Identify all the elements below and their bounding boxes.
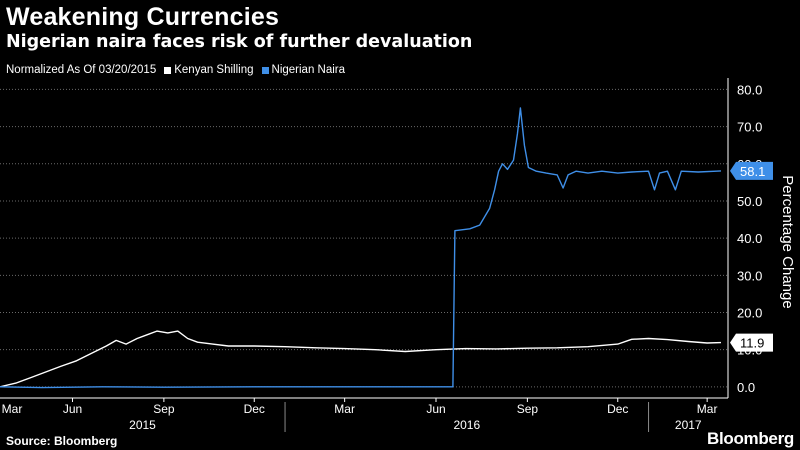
series-line-nigerian-naira bbox=[0, 107, 722, 389]
last-value-box bbox=[730, 333, 773, 352]
y-tick-label: 40.0 bbox=[737, 231, 762, 246]
year-label: 2015 bbox=[129, 418, 156, 432]
x-tick-label: Dec bbox=[607, 402, 628, 416]
x-tick-label: Mar bbox=[2, 402, 23, 416]
y-tick-label: 50.0 bbox=[737, 194, 762, 209]
y-tick-label: 70.0 bbox=[737, 120, 762, 135]
y-tick-label: 20.0 bbox=[737, 305, 762, 320]
y-axis-title: Percentage Change bbox=[779, 175, 796, 308]
x-tick-label: Mar bbox=[697, 402, 718, 416]
legend-label-nigerian-naira: Nigerian Naira bbox=[271, 64, 346, 76]
x-tick-label: Sep bbox=[153, 402, 175, 416]
x-tick-label: Mar bbox=[334, 402, 355, 416]
x-tick-label: Jun bbox=[426, 402, 445, 416]
series-line-kenyan-shilling bbox=[0, 330, 722, 388]
chart-subtitle: Nigerian naira faces risk of further dev… bbox=[6, 32, 473, 52]
x-tick-label: Sep bbox=[517, 402, 539, 416]
legend-label-kenyan-shilling: Kenyan Shilling bbox=[174, 64, 254, 76]
year-label: 2017 bbox=[675, 418, 702, 432]
last-value-label: 11.9 bbox=[730, 333, 773, 352]
bloomberg-logo: Bloomberg bbox=[706, 429, 794, 448]
y-tick-label: 0.0 bbox=[737, 380, 755, 395]
source-note: Source: Bloomberg bbox=[6, 434, 118, 448]
last-value-text: 58.1 bbox=[740, 164, 765, 179]
normalization-note: Normalized As Of 03/20/2015 bbox=[6, 64, 157, 76]
y-tick-label: 30.0 bbox=[737, 268, 762, 283]
legend: Normalized As Of 03/20/2015 Kenyan Shill… bbox=[6, 64, 345, 76]
last-value-box bbox=[730, 161, 773, 180]
last-value-label: 58.1 bbox=[730, 161, 773, 180]
y-tick-label: 80.0 bbox=[737, 82, 762, 97]
chart-title: Weakening Currencies bbox=[6, 3, 280, 31]
x-tick-label: Dec bbox=[244, 402, 265, 416]
year-label: 2016 bbox=[453, 418, 480, 432]
legend-swatch-nigerian-naira bbox=[261, 66, 269, 74]
last-value-text: 11.9 bbox=[740, 336, 764, 351]
x-tick-label: Jun bbox=[63, 402, 82, 416]
legend-swatch-kenyan-shilling bbox=[164, 66, 172, 74]
